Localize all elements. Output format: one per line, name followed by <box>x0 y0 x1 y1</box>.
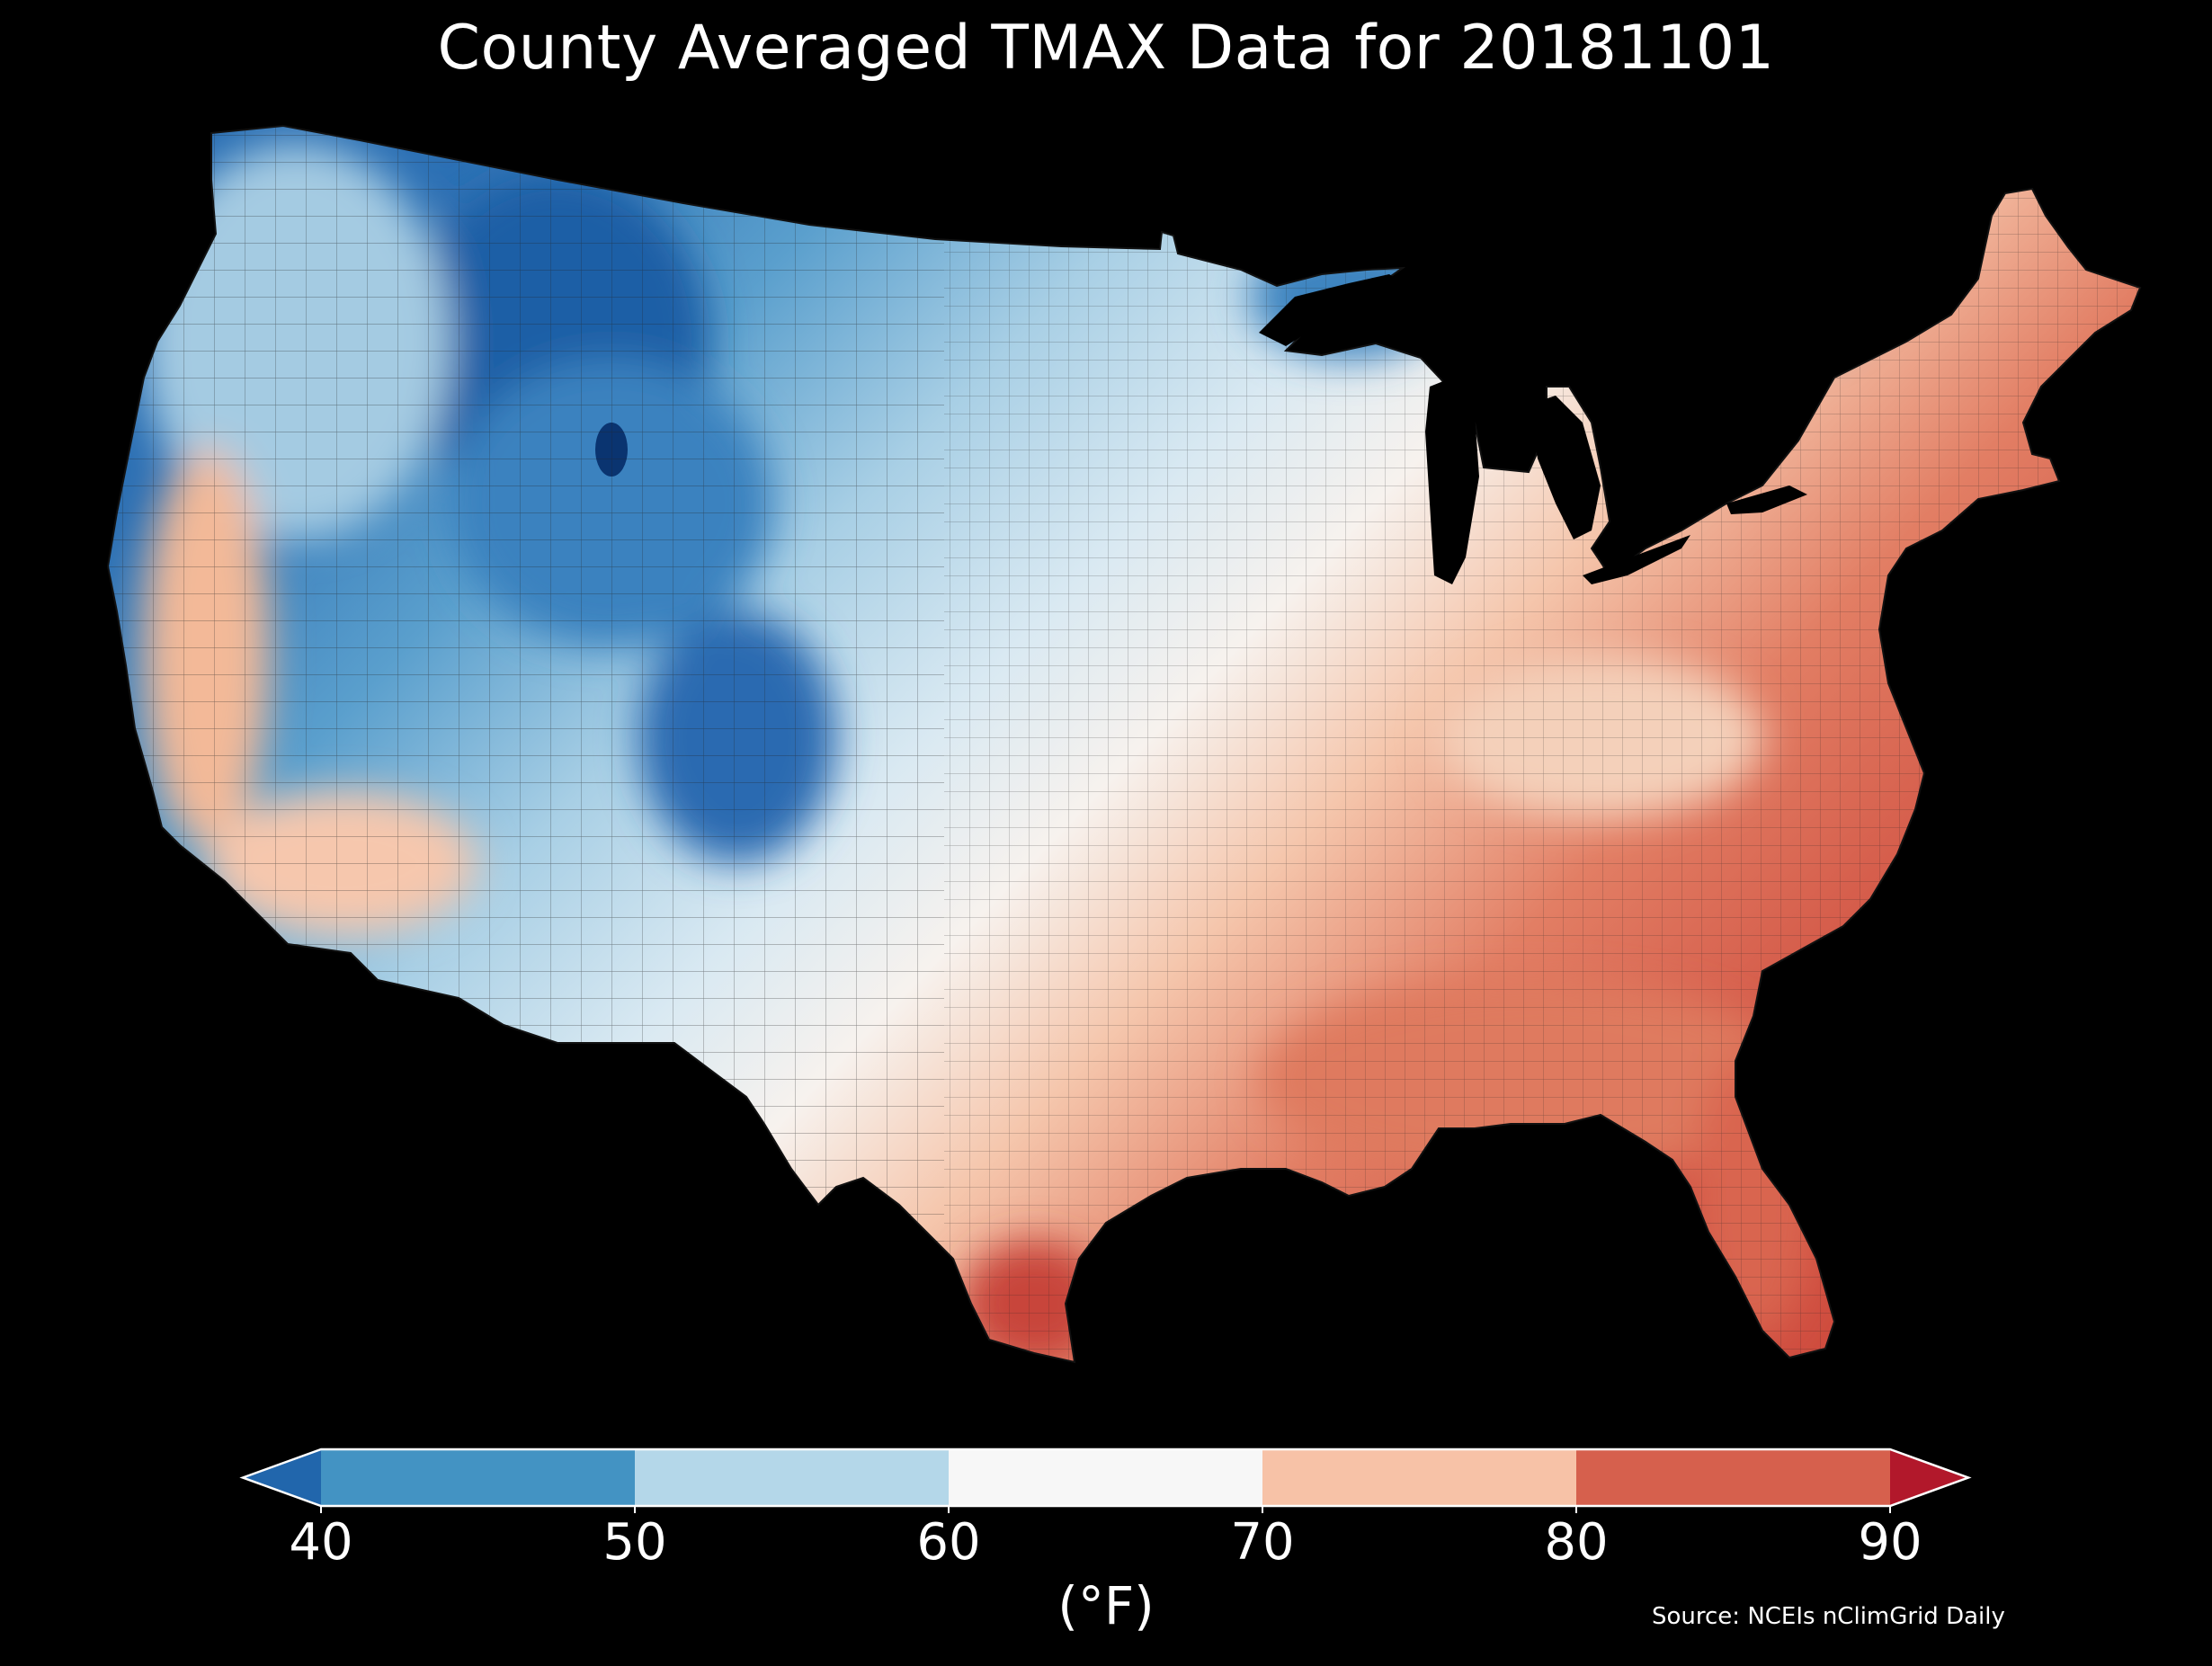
colorbar-bin <box>1262 1449 1577 1506</box>
map-title: County Averaged TMAX Data for 20181101 <box>437 13 1775 84</box>
colorbar-extend-high <box>1890 1449 1968 1506</box>
lake-superior <box>1259 274 1403 346</box>
colorbar-tick-label: 80 <box>1544 1513 1609 1572</box>
colorbar-bin <box>635 1449 950 1506</box>
lake-ontario <box>1726 486 1807 514</box>
colorbar-extend-low <box>243 1449 321 1506</box>
colorbar-tick-label: 50 <box>602 1513 667 1572</box>
lake-huron <box>1529 396 1601 539</box>
colorbar-tick-label: 60 <box>916 1513 981 1572</box>
source-credit: Source: NCEIs nClimGrid Daily <box>1652 1603 2005 1630</box>
colorbar-bin <box>321 1449 636 1506</box>
colorbar-units-label: (°F) <box>1057 1575 1155 1636</box>
great-lakes <box>1259 274 1807 584</box>
colorbar-tick-label: 90 <box>1858 1513 1922 1572</box>
colorbar-tick-label: 70 <box>1230 1513 1295 1572</box>
colorbar-bin <box>949 1449 1263 1506</box>
colorbar-bin <box>1576 1449 1891 1506</box>
colorbar-tick-label: 40 <box>289 1513 353 1572</box>
choropleth-map <box>107 125 2141 1363</box>
lake-michigan <box>1425 378 1479 584</box>
lake-erie <box>1583 535 1690 584</box>
